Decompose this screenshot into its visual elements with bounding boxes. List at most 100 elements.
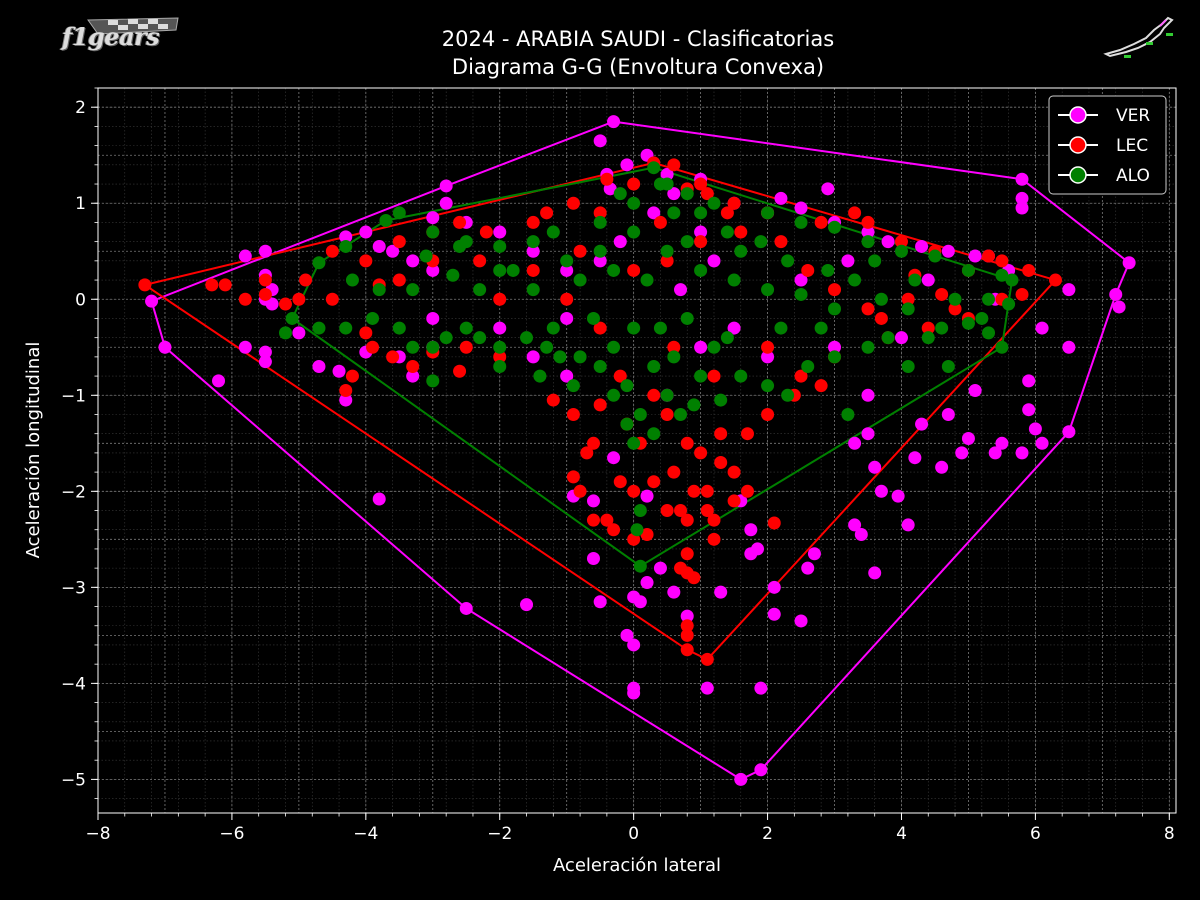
data-point-ver xyxy=(821,182,835,196)
legend-marker-ver xyxy=(1069,106,1087,124)
data-point-lec xyxy=(667,340,681,354)
data-point-ver xyxy=(560,263,574,277)
logo-text: f1gears xyxy=(62,22,160,51)
data-point-lec xyxy=(366,340,380,354)
data-point-lec xyxy=(727,465,741,479)
data-point-alo xyxy=(982,292,996,306)
data-point-alo xyxy=(593,359,607,373)
data-point-lec xyxy=(680,643,694,657)
data-point-alo xyxy=(620,417,634,431)
data-point-ver xyxy=(767,607,781,621)
data-point-lec xyxy=(861,215,875,229)
axis-ticks: −8 −6 −4 −2 0 2 4 6 8 2 1 0 −1 −2 −3 −4 −5 xyxy=(61,87,1175,844)
data-point-ver xyxy=(868,566,882,580)
data-point-alo xyxy=(647,161,661,175)
data-point-lec xyxy=(700,652,714,666)
data-point-lec xyxy=(948,302,962,316)
data-point-lec xyxy=(727,494,741,508)
data-point-alo xyxy=(613,187,627,201)
data-point-lec xyxy=(600,513,614,527)
data-point-lec xyxy=(740,484,754,498)
data-point-alo xyxy=(526,235,540,249)
data-point-lec xyxy=(707,532,721,546)
data-point-lec xyxy=(700,504,714,518)
series-lec-points xyxy=(138,156,1062,666)
data-point-ver xyxy=(493,321,507,335)
data-point-lec xyxy=(700,187,714,201)
data-point-alo xyxy=(540,340,554,354)
data-point-ver xyxy=(1035,436,1049,450)
data-point-lec xyxy=(694,177,708,191)
data-point-lec xyxy=(406,359,420,373)
data-point-alo xyxy=(573,350,587,364)
data-point-alo xyxy=(821,263,835,277)
data-point-alo xyxy=(734,369,748,383)
data-point-lec xyxy=(801,263,815,277)
data-point-lec xyxy=(653,215,667,229)
data-point-lec xyxy=(392,273,406,287)
data-point-ver xyxy=(861,225,875,239)
data-point-ver xyxy=(1109,287,1123,301)
convex-hulls xyxy=(142,120,1131,781)
data-point-lec xyxy=(345,369,359,383)
data-point-lec xyxy=(325,244,339,258)
data-point-lec xyxy=(359,254,373,268)
data-point-ver xyxy=(406,254,420,268)
data-point-ver xyxy=(774,191,788,205)
data-point-ver xyxy=(258,244,272,258)
data-point-alo xyxy=(633,504,647,518)
data-point-lec xyxy=(687,484,701,498)
data-point-ver xyxy=(426,211,440,225)
data-point-lec xyxy=(680,628,694,642)
data-point-ver xyxy=(359,225,373,239)
data-point-ver xyxy=(620,158,634,172)
f1gears-logo: f1gears xyxy=(58,14,183,56)
data-point-ver xyxy=(794,201,808,215)
data-point-ver xyxy=(751,542,765,556)
data-point-ver xyxy=(854,528,868,542)
data-point-ver xyxy=(613,235,627,249)
data-point-alo xyxy=(439,331,453,345)
data-point-alo xyxy=(560,254,574,268)
data-point-alo xyxy=(366,311,380,325)
data-point-lec xyxy=(339,383,353,397)
data-point-alo xyxy=(814,321,828,335)
data-point-ver xyxy=(744,523,758,537)
data-point-ver xyxy=(339,393,353,407)
data-point-ver xyxy=(1062,340,1076,354)
x-tick-label: 8 xyxy=(1164,824,1175,844)
data-point-ver xyxy=(439,179,453,193)
data-point-ver xyxy=(901,518,915,532)
data-point-alo xyxy=(566,379,580,393)
data-point-ver xyxy=(674,283,688,297)
data-point-alo xyxy=(674,407,688,421)
data-point-ver xyxy=(238,249,252,263)
y-tick-label: −5 xyxy=(61,770,86,790)
data-point-ver xyxy=(794,614,808,628)
data-point-lec xyxy=(647,388,661,402)
data-point-ver xyxy=(794,273,808,287)
data-point-lec xyxy=(901,292,915,306)
chart-subtitle: Diagrama G-G (Envoltura Convexa) xyxy=(452,55,824,79)
data-point-alo xyxy=(794,287,808,301)
data-point-alo xyxy=(493,239,507,253)
data-point-alo xyxy=(995,340,1009,354)
data-point-lec xyxy=(453,215,467,229)
data-point-alo xyxy=(761,206,775,220)
data-point-ver xyxy=(265,297,279,311)
data-point-ver xyxy=(493,225,507,239)
data-point-lec xyxy=(714,456,728,470)
data-point-lec xyxy=(707,513,721,527)
data-point-alo xyxy=(694,206,708,220)
data-point-lec xyxy=(593,398,607,412)
data-point-lec xyxy=(479,225,493,239)
data-point-lec xyxy=(734,225,748,239)
data-point-ver xyxy=(145,294,159,308)
data-point-ver xyxy=(258,355,272,369)
data-point-lec xyxy=(714,427,728,441)
data-point-lec xyxy=(292,292,306,306)
data-point-lec xyxy=(473,254,487,268)
data-point-alo xyxy=(801,359,815,373)
data-point-ver xyxy=(586,552,600,566)
checkered-flag-icon xyxy=(87,17,179,35)
